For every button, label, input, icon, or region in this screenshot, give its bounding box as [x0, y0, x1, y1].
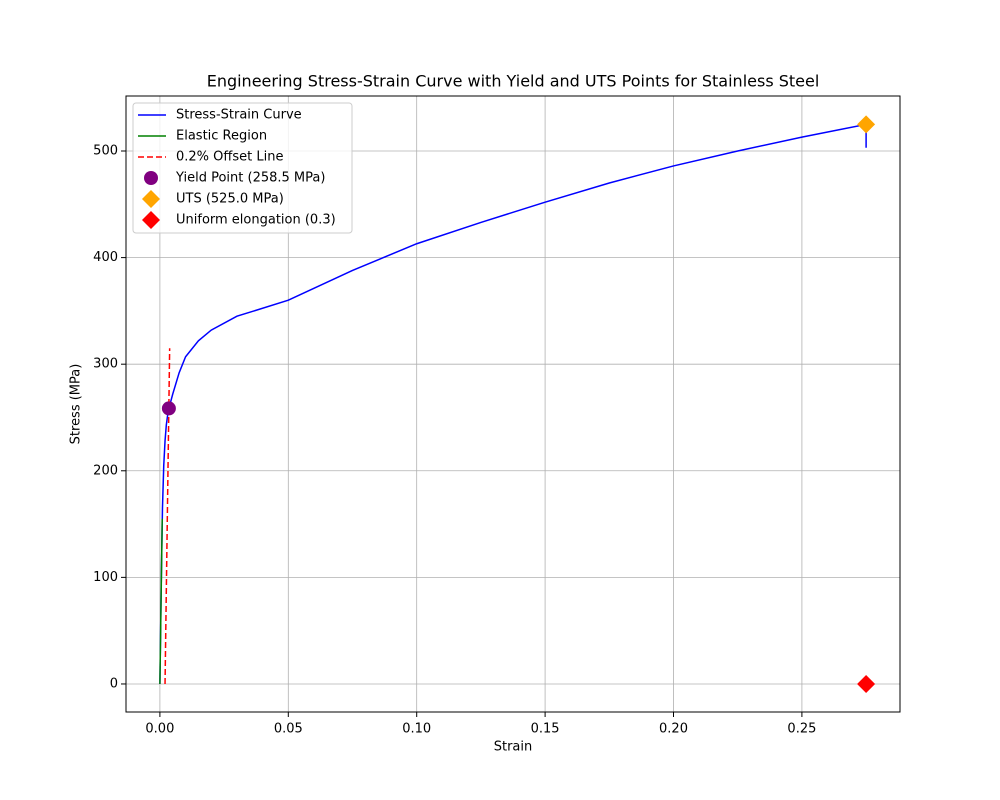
legend-label: Stress-Strain Curve	[176, 108, 302, 123]
x-tick-label: 0.25	[787, 722, 816, 737]
marker	[857, 674, 876, 693]
y-tick-label: 500	[93, 144, 118, 159]
legend-box	[132, 102, 353, 234]
y-axis-label: Stress (MPa)	[69, 364, 84, 445]
x-tick-label: 0.15	[531, 722, 560, 737]
y-tick-label: 400	[93, 250, 118, 265]
data-line	[159, 123, 867, 684]
legend-label: Elastic Region	[176, 129, 267, 144]
data-line	[164, 348, 171, 684]
y-tick-label: 0	[110, 676, 118, 691]
x-tick-label: 0.20	[659, 722, 688, 737]
plot-frame	[125, 95, 901, 713]
x-tick-label: 0.10	[402, 722, 431, 737]
legend-label: Yield Point (258.5 MPa)	[175, 171, 325, 186]
legend-swatch	[144, 171, 158, 185]
legend: Stress-Strain Curve Elastic Region 0.2% Of…	[132, 102, 353, 234]
legend-label: Uniform elongation (0.3)	[176, 213, 336, 228]
legend-label: UTS (525.0 MPa)	[176, 192, 284, 207]
marker	[161, 401, 176, 416]
marker	[857, 115, 876, 134]
chart-title: Engineering Stress-Strain Curve with Yie…	[207, 72, 820, 91]
y-tick-label: 300	[93, 357, 118, 372]
x-axis-label: Strain	[494, 740, 533, 755]
data-line	[159, 518, 163, 684]
y-tick-label: 100	[93, 570, 118, 585]
legend-label: 0.2% Offset Line	[176, 150, 283, 165]
legend-swatch	[142, 190, 160, 208]
legend-swatch	[142, 211, 160, 229]
x-tick-label: 0.05	[274, 722, 303, 737]
x-tick-label: 0.00	[145, 722, 174, 737]
y-tick-label: 200	[93, 463, 118, 478]
